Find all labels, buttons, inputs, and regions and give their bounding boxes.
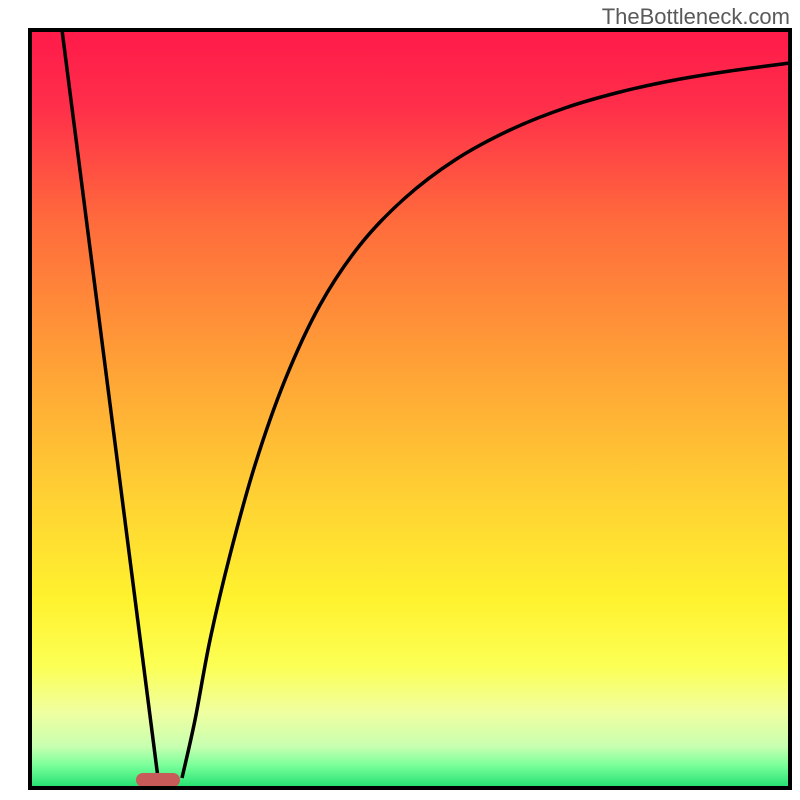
watermark-text: TheBottleneck.com	[602, 4, 790, 30]
chart-container: TheBottleneck.com	[0, 0, 800, 800]
bottleneck-marker	[136, 773, 180, 787]
bottleneck-chart	[0, 0, 800, 800]
